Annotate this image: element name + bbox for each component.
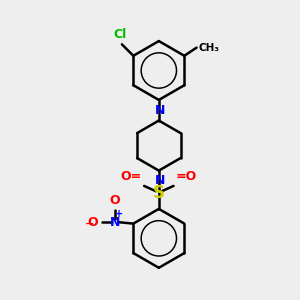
Text: O: O bbox=[110, 194, 120, 207]
Text: O=: O= bbox=[121, 170, 142, 183]
Text: −: − bbox=[85, 219, 94, 229]
Text: Cl: Cl bbox=[114, 28, 127, 41]
Text: S: S bbox=[153, 184, 165, 202]
Text: +: + bbox=[115, 209, 123, 219]
Text: N: N bbox=[155, 174, 166, 187]
Text: O: O bbox=[88, 216, 98, 229]
Text: =O: =O bbox=[176, 170, 197, 183]
Text: CH₃: CH₃ bbox=[198, 43, 219, 52]
Text: N: N bbox=[155, 104, 166, 117]
Text: N: N bbox=[110, 216, 120, 229]
